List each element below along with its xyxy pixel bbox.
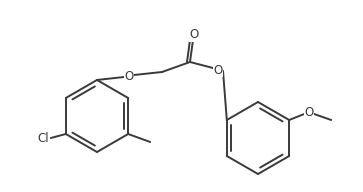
Text: O: O (305, 105, 314, 118)
Text: O: O (125, 70, 134, 83)
Text: O: O (213, 64, 223, 76)
Text: Cl: Cl (37, 132, 49, 146)
Text: O: O (189, 28, 199, 41)
